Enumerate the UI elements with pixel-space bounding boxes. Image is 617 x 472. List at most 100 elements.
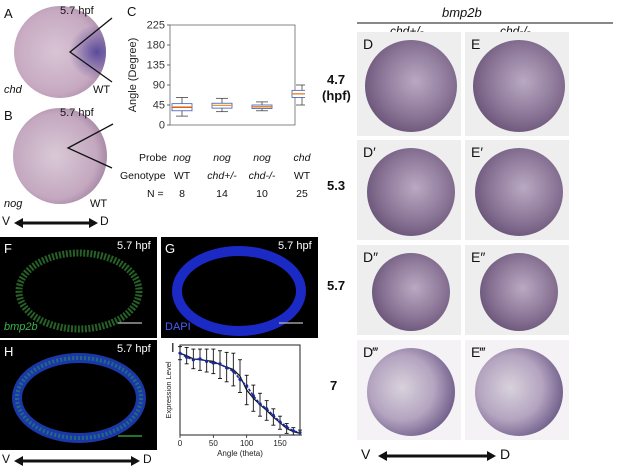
grid-cell-right: E‴: [465, 340, 569, 440]
axis-v-left: V: [2, 214, 11, 228]
grid-cell-right: E′: [465, 140, 569, 240]
panel-g-letter: G: [165, 241, 176, 256]
axis-v-bottom: V: [2, 452, 11, 466]
embryo-image: [480, 253, 558, 331]
grid-cell-letter: E′: [471, 144, 483, 160]
series-2-point: [245, 384, 249, 388]
panel-a-embryo: [14, 6, 113, 98]
table-cell-n: 10: [256, 188, 268, 200]
series-2-point: [218, 362, 222, 366]
grid-cell-letter: E‴: [471, 344, 486, 360]
axis-d-bottom: D: [143, 452, 152, 466]
panel-h: H 5.7 hpf: [0, 340, 157, 450]
panel-a-genotype: WT: [93, 84, 111, 96]
grid-cell-letter: E: [471, 36, 481, 52]
x-tick-label: 100: [240, 439, 254, 448]
grid-cell-letter: D′: [363, 144, 376, 160]
series-2-point: [251, 394, 255, 398]
y-tick-label: 180: [147, 40, 165, 52]
panel-f: F 5.7 hpf bmp2b: [0, 237, 157, 338]
series-2-point: [238, 377, 242, 381]
box-4: [291, 84, 305, 106]
panel-h-letter: H: [4, 344, 14, 359]
row-stage-label: 7: [330, 378, 338, 393]
embryo-image: [473, 40, 565, 132]
series-2-point: [211, 361, 215, 365]
grid-cell-right: E: [465, 32, 569, 136]
axis-arrow-left: [14, 218, 98, 228]
table-cell-n: 25: [296, 188, 308, 200]
embryo-image: [365, 40, 457, 132]
axis-d-left: D: [100, 214, 109, 228]
box-plot: 0 45 90 135 180 225 Angle (Degree): [127, 20, 305, 132]
table-cell-genotype: chd+/-: [207, 170, 237, 182]
box-1: [171, 97, 193, 117]
table-cell-genotype: WT: [293, 170, 311, 182]
panel-b-probe: nog: [4, 198, 23, 210]
table-cell-genotype: chd-/-: [248, 170, 276, 182]
series-2-point: [198, 357, 202, 361]
expression-chart: 0 50 100 150 Angle (theta) Expression Level: [164, 344, 302, 458]
row-stage-label: 5.3: [327, 178, 346, 193]
grid-cell-letter: D‴: [363, 344, 379, 360]
series-2-point: [225, 366, 229, 370]
table-cell-probe: nog: [253, 152, 271, 164]
grid-cell-letter: E″: [471, 249, 486, 265]
panel-b-stage: 5.7 hpf: [60, 107, 94, 119]
embryo-image: [475, 148, 563, 236]
x-tick-label: 0: [178, 439, 183, 448]
grid-gene-title: bmp2b: [442, 5, 482, 20]
grid-cell-left: D‴: [357, 340, 461, 440]
y-axis-label: Expression Level: [164, 361, 173, 418]
grid-cell-right: E″: [465, 245, 569, 335]
panel-h-image: [12, 353, 146, 443]
x-tick-label: 50: [209, 439, 218, 448]
series-2-point: [231, 369, 235, 373]
panel-f-letter: F: [4, 241, 12, 256]
series-2-point: [285, 425, 289, 429]
y-tick-label: 45: [153, 100, 165, 112]
panel-b: B 5.7 hpf nog WT: [0, 102, 117, 214]
panel-b-genotype: WT: [90, 198, 108, 210]
panel-g-image: [172, 246, 306, 336]
y-tick-label: 225: [147, 20, 165, 32]
panel-g-channel: DAPI: [165, 321, 191, 333]
series-2-point: [291, 429, 295, 433]
panel-f-stage: 5.7 hpf: [117, 240, 151, 252]
series-2-point: [265, 407, 269, 411]
embryo-image: [367, 348, 455, 436]
x-axis-label: Angle (theta): [217, 449, 263, 458]
grid-header-line: [357, 22, 613, 24]
panel-b-letter: B: [4, 108, 13, 123]
box-plot-frame: [169, 24, 296, 126]
grid-cell-left: D: [357, 32, 461, 136]
y-tick-label: 135: [147, 60, 165, 72]
table-cell-genotype: WT: [173, 170, 191, 182]
axis-arrow-right: [378, 451, 496, 461]
table-cell-probe: nog: [213, 152, 231, 164]
embryo-image: [367, 148, 455, 236]
series-2-point: [205, 359, 209, 363]
series-2-point: [298, 430, 302, 435]
table-cell-n: 8: [179, 188, 185, 200]
series-2-point: [178, 351, 182, 355]
y-tick-label: 90: [153, 80, 165, 92]
x-tick-label: 150: [273, 439, 287, 448]
panel-g-stage: 5.7 hpf: [278, 240, 312, 252]
row-stage-label: 4.7: [327, 72, 346, 87]
series-2-point: [191, 358, 195, 362]
series-2-point: [278, 420, 282, 424]
box-2: [211, 97, 233, 113]
panel-a-letter: A: [4, 6, 13, 21]
axis-arrow-bottom: [14, 456, 140, 466]
panel-h-stage: 5.7 hpf: [117, 343, 151, 355]
panel-c-letter: C: [127, 4, 137, 19]
table-cell-probe: nog: [173, 152, 191, 164]
grid-cell-left: D″: [357, 245, 461, 335]
y-axis-label: Angle (Degree): [127, 38, 139, 113]
panel-f-image: [15, 249, 143, 333]
genotype-row-label: Genotype: [120, 170, 166, 182]
panel-a-probe: chd: [4, 84, 22, 96]
box-3: [251, 101, 273, 112]
series-2-point: [271, 413, 275, 417]
